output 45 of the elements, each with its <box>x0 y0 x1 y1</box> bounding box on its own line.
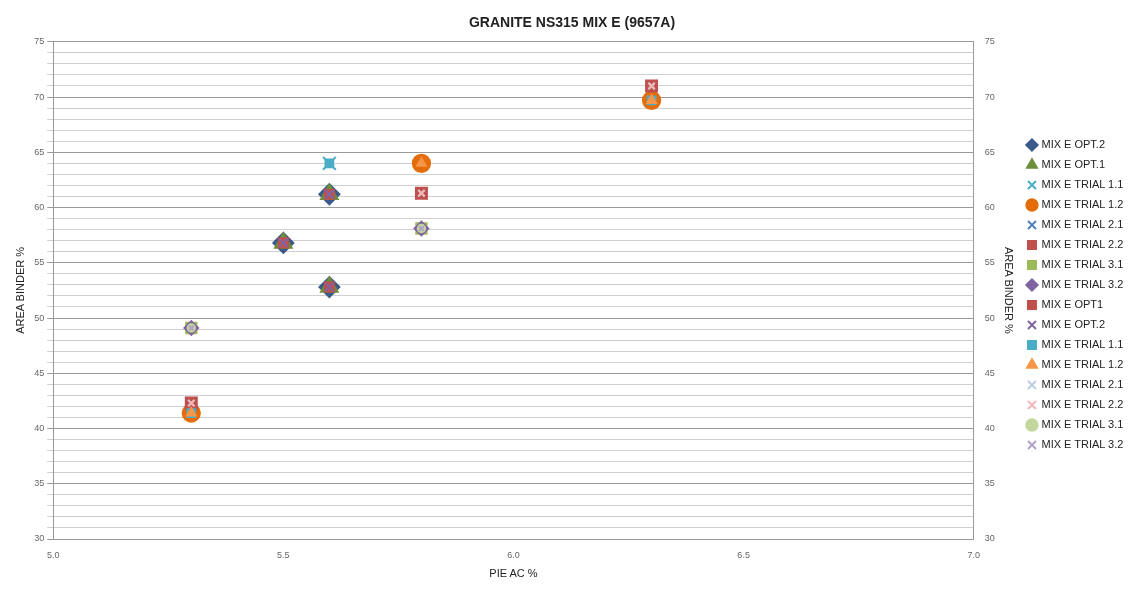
legend-label: MIX E TRIAL 1.2 <box>1041 198 1124 211</box>
y2-tick-label: 35 <box>984 478 995 489</box>
y-tick-label: 30 <box>34 533 45 544</box>
legend-label: MIX E TRIAL 1.2 <box>1041 358 1124 371</box>
legend-label: MIX E TRIAL 3.2 <box>1041 438 1124 451</box>
legend-label: MIX E TRIAL 2.1 <box>1041 378 1124 391</box>
y2-tick-label: 75 <box>984 36 995 47</box>
y-axis-title: AREA BINDER % <box>13 246 26 334</box>
chart-title: GRANITE NS315 MIX E (9657A) <box>468 14 676 31</box>
y-tick-label: 40 <box>34 423 45 433</box>
legend-label: MIX E TRIAL 1.1 <box>1041 178 1124 191</box>
y-tick-label: 70 <box>34 91 45 102</box>
y2-tick-label: 55 <box>984 257 995 268</box>
y-tick-label: 35 <box>34 478 45 489</box>
x-tick-label: 6.0 <box>507 549 520 560</box>
legend-label: MIX E OPT1 <box>1041 298 1104 311</box>
y-tick-label: 60 <box>34 202 45 213</box>
y-tick-label: 65 <box>34 146 45 157</box>
y-tick-label: 45 <box>34 367 45 378</box>
y2-tick-label: 50 <box>984 312 995 323</box>
x-tick-label: 5.5 <box>277 549 290 560</box>
y-tick-label: 75 <box>34 36 45 47</box>
legend-label: MIX E TRIAL 2.2 <box>1041 398 1124 411</box>
legend-label: MIX E TRIAL 2.2 <box>1041 238 1124 251</box>
legend-label: MIX E TRIAL 3.1 <box>1041 258 1124 271</box>
y2-tick-label: 70 <box>984 91 995 102</box>
y2-tick-label: 60 <box>984 202 995 213</box>
x-axis-title: PIE AC % <box>489 567 538 580</box>
legend-label: MIX E OPT.2 <box>1041 138 1106 151</box>
legend-label: MIX E TRIAL 3.2 <box>1041 278 1124 291</box>
legend-label: MIX E TRIAL 3.1 <box>1041 418 1124 431</box>
y2-axis-title: AREA BINDER % <box>1003 246 1016 335</box>
y-tick-label: 50 <box>34 312 45 323</box>
y2-tick-label: 65 <box>984 146 995 157</box>
legend-label: MIX E TRIAL 2.1 <box>1041 218 1124 231</box>
x-tick-label: 7.0 <box>967 549 981 560</box>
legend-label: MIX E TRIAL 1.1 <box>1041 338 1124 351</box>
legend-label: MIX E OPT.1 <box>1041 158 1106 171</box>
y2-tick-label: 45 <box>984 367 995 378</box>
y-tick-label: 55 <box>34 257 45 268</box>
y2-tick-label: 30 <box>984 533 995 544</box>
legend-label: MIX E OPT.2 <box>1041 318 1106 331</box>
x-tick-label: 6.5 <box>737 549 750 560</box>
x-tick-label: 5.0 <box>46 549 60 560</box>
y2-tick-label: 40 <box>984 423 995 433</box>
